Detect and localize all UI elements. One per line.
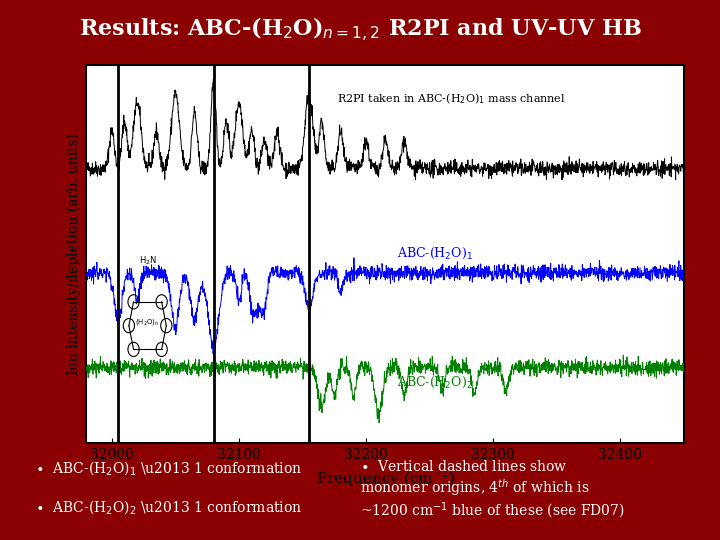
X-axis label: Frequency (cm$^{-1}$): Frequency (cm$^{-1}$): [315, 467, 455, 489]
Text: (H$_2$O)$_n$: (H$_2$O)$_n$: [135, 317, 160, 327]
Text: H$_2$N: H$_2$N: [139, 254, 156, 267]
Text: ABC-(H$_2$O)$_1$: ABC-(H$_2$O)$_1$: [397, 246, 473, 261]
Text: $\bullet$  ABC-(H$_2$O)$_2$ \u2013 1 conformation: $\bullet$ ABC-(H$_2$O)$_2$ \u2013 1 conf…: [35, 499, 302, 516]
Text: R2PI taken in ABC-(H$_2$O)$_1$ mass channel: R2PI taken in ABC-(H$_2$O)$_1$ mass chan…: [338, 91, 566, 106]
Text: $\bullet$  Vertical dashed lines show
monomer origins, 4$^{th}$ of which is
~120: $\bullet$ Vertical dashed lines show mon…: [360, 459, 625, 522]
Text: Results: ABC-(H$_2$O)$_{n=1,2}$ R2PI and UV-UV HB: Results: ABC-(H$_2$O)$_{n=1,2}$ R2PI and…: [78, 16, 642, 44]
Text: $\bullet$  ABC-(H$_2$O)$_1$ \u2013 1 conformation: $\bullet$ ABC-(H$_2$O)$_1$ \u2013 1 conf…: [35, 459, 302, 477]
Y-axis label: Ion intensity/depletion (arb. units): Ion intensity/depletion (arb. units): [66, 133, 81, 375]
Text: ABC-(H$_2$O)$_2$: ABC-(H$_2$O)$_2$: [397, 375, 473, 390]
